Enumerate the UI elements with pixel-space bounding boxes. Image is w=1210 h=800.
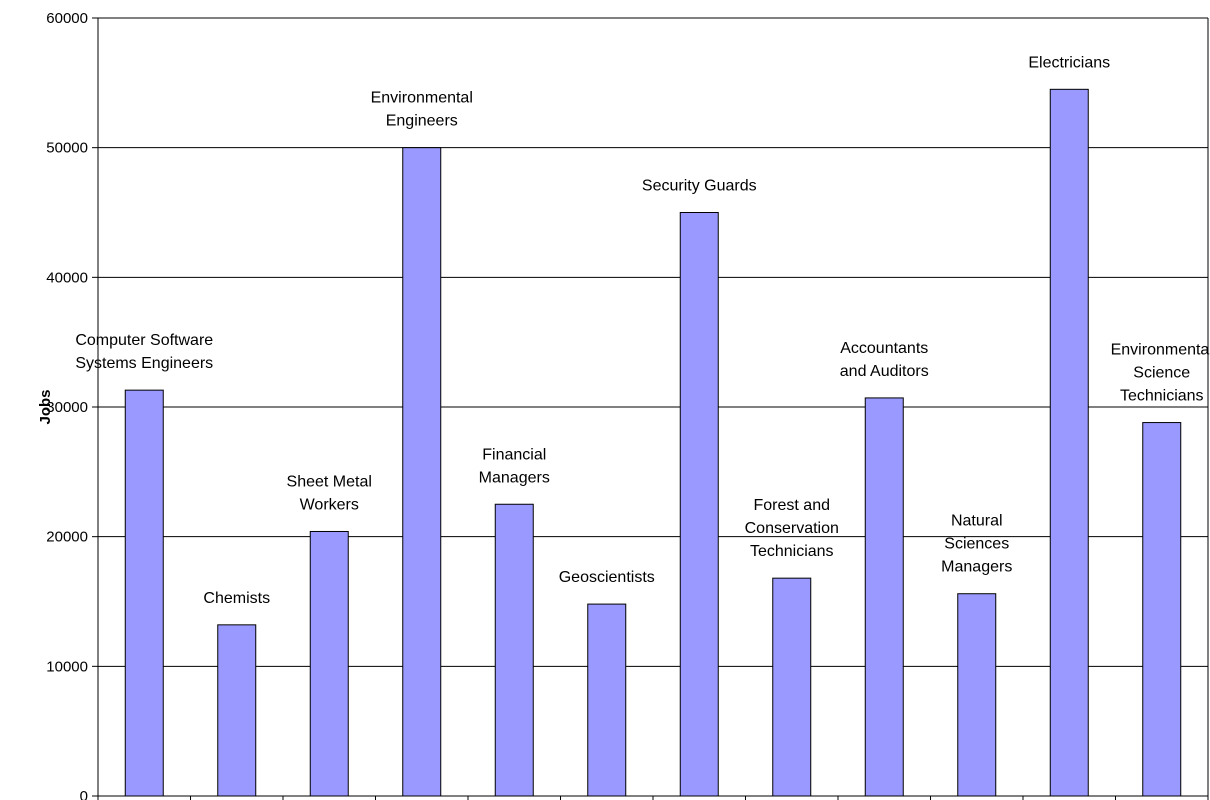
bar <box>679 212 719 797</box>
bar <box>864 397 904 797</box>
bar-label-line: Systems Engineers <box>75 355 213 372</box>
bar-label: Electricians <box>1028 54 1110 71</box>
bar <box>402 147 442 797</box>
bar-label: Geoscientists <box>559 569 655 586</box>
y-tick-label: 0 <box>80 788 88 800</box>
bar-labels: Computer Software Systems Engineers Chemis… <box>75 54 1210 607</box>
bar-label-line: Chemists <box>203 590 270 607</box>
bar-label-line: Forest and <box>754 497 830 514</box>
bar-label-line: Conservation <box>745 520 839 537</box>
bar-label-line: Security Guards <box>642 178 757 195</box>
bar-label-line: Computer Software <box>75 332 213 349</box>
y-axis-title: Jobs <box>37 389 54 424</box>
y-tick-label: 60000 <box>46 10 88 27</box>
bar-label-line: Accountants <box>840 340 928 357</box>
bar-label: Accountants and Auditors <box>840 340 929 380</box>
bar-label: Environmental Science Technicians <box>1111 342 1210 405</box>
bar-label-line: Environmental <box>1111 342 1210 359</box>
bar-label-line: Science <box>1133 365 1190 382</box>
bar-label: Forest and Conservation Technicians <box>745 497 839 560</box>
y-tick-label: 20000 <box>46 529 88 546</box>
bar <box>1049 88 1089 797</box>
y-tick-label: 10000 <box>46 658 88 675</box>
bar-label-line: and Auditors <box>840 363 929 380</box>
bar-label: Sheet Metal Workers <box>287 473 372 513</box>
y-tick-label: 50000 <box>46 140 88 157</box>
bars <box>124 88 1182 797</box>
bar-label-line: Engineers <box>386 113 458 130</box>
y-tick-label: 30000 <box>46 399 88 416</box>
bar-label-line: Geoscientists <box>559 569 655 586</box>
bar <box>217 624 257 797</box>
bar-label: Financial Managers <box>479 446 550 486</box>
bar-label: Security Guards <box>642 178 757 195</box>
y-tick-labels: 0 10000 20000 30000 40000 50000 60000 <box>46 10 88 800</box>
bar <box>587 603 627 797</box>
bar-label: Computer Software Systems Engineers <box>75 332 213 372</box>
bar-label: Environmental Engineers <box>371 90 473 130</box>
bar <box>494 503 534 797</box>
bar <box>1142 422 1182 797</box>
bar <box>124 389 164 797</box>
bar <box>309 530 349 797</box>
bar-label-line: Financial <box>482 446 546 463</box>
bar-label-line: Electricians <box>1028 54 1110 71</box>
bar-label: Natural Sciences Managers <box>941 513 1012 576</box>
bar-label-line: Natural <box>951 513 1003 530</box>
bar-label: Chemists <box>203 590 270 607</box>
bar-label-line: Sheet Metal <box>287 473 372 490</box>
bar-label-line: Workers <box>300 496 359 513</box>
bar-label-line: Environmental <box>371 90 473 107</box>
bar-label-line: Sciences <box>944 536 1009 553</box>
bar-label-line: Technicians <box>750 543 834 560</box>
bar <box>772 577 812 797</box>
axes <box>92 17 1209 800</box>
bar-label-line: Managers <box>941 559 1012 576</box>
bar-label-line: Technicians <box>1120 388 1204 405</box>
y-tick-label: 40000 <box>46 269 88 286</box>
bar-label-line: Managers <box>479 469 550 486</box>
bar <box>957 593 997 797</box>
